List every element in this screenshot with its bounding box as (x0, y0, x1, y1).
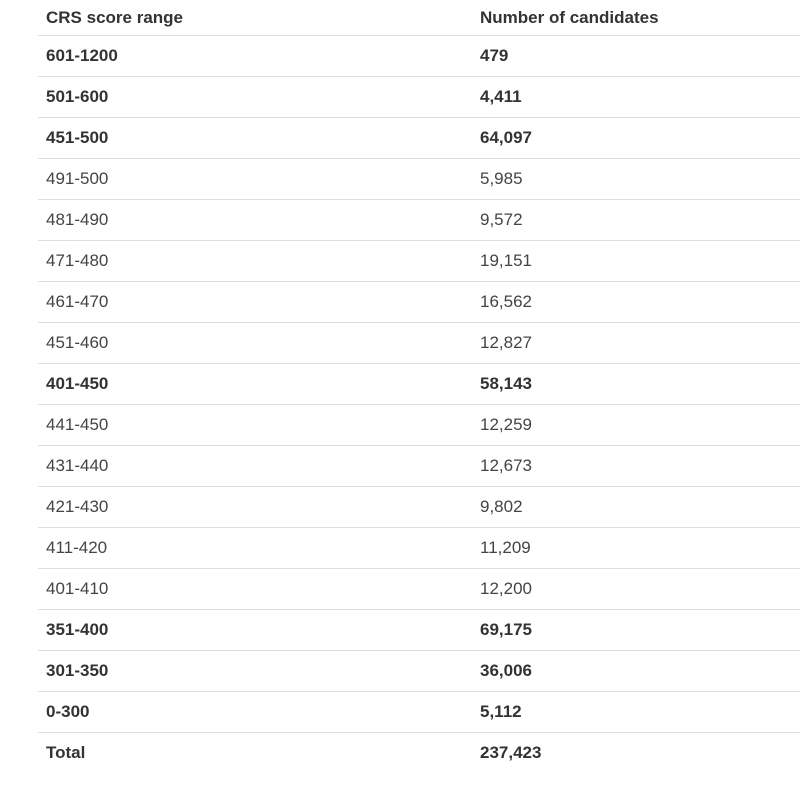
crs-score-range-cell: 431-440 (38, 445, 472, 487)
table-row: 0-300 5,112 (38, 691, 800, 733)
table-body: 601-1200 479 501-600 4,411 451-500 64,097 491-… (38, 36, 800, 773)
candidate-count-cell: 12,827 (472, 322, 800, 364)
table-row: 481-490 9,572 (38, 199, 800, 241)
crs-score-range-cell: 441-450 (38, 404, 472, 446)
candidate-count-cell: 58,143 (472, 363, 800, 405)
crs-score-range-cell: 451-500 (38, 117, 472, 159)
candidate-count-cell: 19,151 (472, 240, 800, 282)
table-row: 451-460 12,827 (38, 322, 800, 364)
candidate-count-cell: 64,097 (472, 117, 800, 159)
header-crs-score-range: CRS score range (38, 0, 472, 36)
table-row: 441-450 12,259 (38, 404, 800, 446)
candidate-count-cell: 5,112 (472, 691, 800, 733)
table-row: 601-1200 479 (38, 36, 800, 77)
crs-score-range-cell: 351-400 (38, 609, 472, 651)
table-row: 301-350 36,006 (38, 650, 800, 692)
crs-score-range-cell: 461-470 (38, 281, 472, 323)
candidate-count-cell: 36,006 (472, 650, 800, 692)
crs-score-range-cell: 601-1200 (46, 46, 118, 65)
header-row: CRS score range Number of candidates (38, 0, 800, 36)
crs-score-range-cell: Total (38, 732, 472, 773)
crs-score-range-cell: 0-300 (38, 691, 472, 733)
candidate-count-cell: 12,259 (472, 404, 800, 446)
candidate-count-cell: 4,411 (472, 76, 800, 118)
crs-score-range-cell: 401-410 (38, 568, 472, 610)
candidate-count-cell: 479 (480, 46, 509, 65)
crs-score-range-cell: 481-490 (38, 199, 472, 241)
table-row: 461-470 16,562 (38, 281, 800, 323)
table-row: 491-500 5,985 (38, 158, 800, 200)
candidate-count-cell: 16,562 (472, 281, 800, 323)
table-row: 501-600 4,411 (38, 76, 800, 118)
table-row: 421-430 9,802 (38, 486, 800, 528)
candidate-count-cell: 12,673 (472, 445, 800, 487)
table-row: 351-400 69,175 (38, 609, 800, 651)
table-row: 471-480 19,151 (38, 240, 800, 282)
table-row: 401-410 12,200 (38, 568, 800, 610)
table-row: 451-500 64,097 (38, 117, 800, 159)
candidate-count-cell: 9,572 (472, 199, 800, 241)
crs-score-range-cell: 301-350 (38, 650, 472, 692)
candidate-count-cell: 5,985 (472, 158, 800, 200)
crs-score-range-cell: 401-450 (38, 363, 472, 405)
table-header: CRS score range Number of candidates (38, 0, 800, 36)
table-row: 401-450 58,143 (38, 363, 800, 405)
crs-score-range-cell: 491-500 (38, 158, 472, 200)
table-row: 431-440 12,673 (38, 445, 800, 487)
total-row: Total 237,423 (38, 732, 800, 773)
crs-score-range-cell: 471-480 (38, 240, 472, 282)
header-number-of-candidates: Number of candidates (472, 0, 800, 36)
crs-distribution-table: CRS score range Number of candidates 601… (38, 0, 800, 773)
crs-score-range-cell: 411-420 (38, 527, 472, 569)
crs-score-range-cell: 501-600 (38, 76, 472, 118)
crs-score-range-cell: 451-460 (38, 322, 472, 364)
crs-score-range-cell: 421-430 (38, 486, 472, 528)
candidate-count-cell: 9,802 (472, 486, 800, 528)
candidate-count-cell: 69,175 (472, 609, 800, 651)
candidate-count-cell: 237,423 (472, 732, 800, 773)
candidate-count-cell: 11,209 (472, 527, 800, 569)
candidate-count-cell: 12,200 (472, 568, 800, 610)
table-row: 411-420 11,209 (38, 527, 800, 569)
